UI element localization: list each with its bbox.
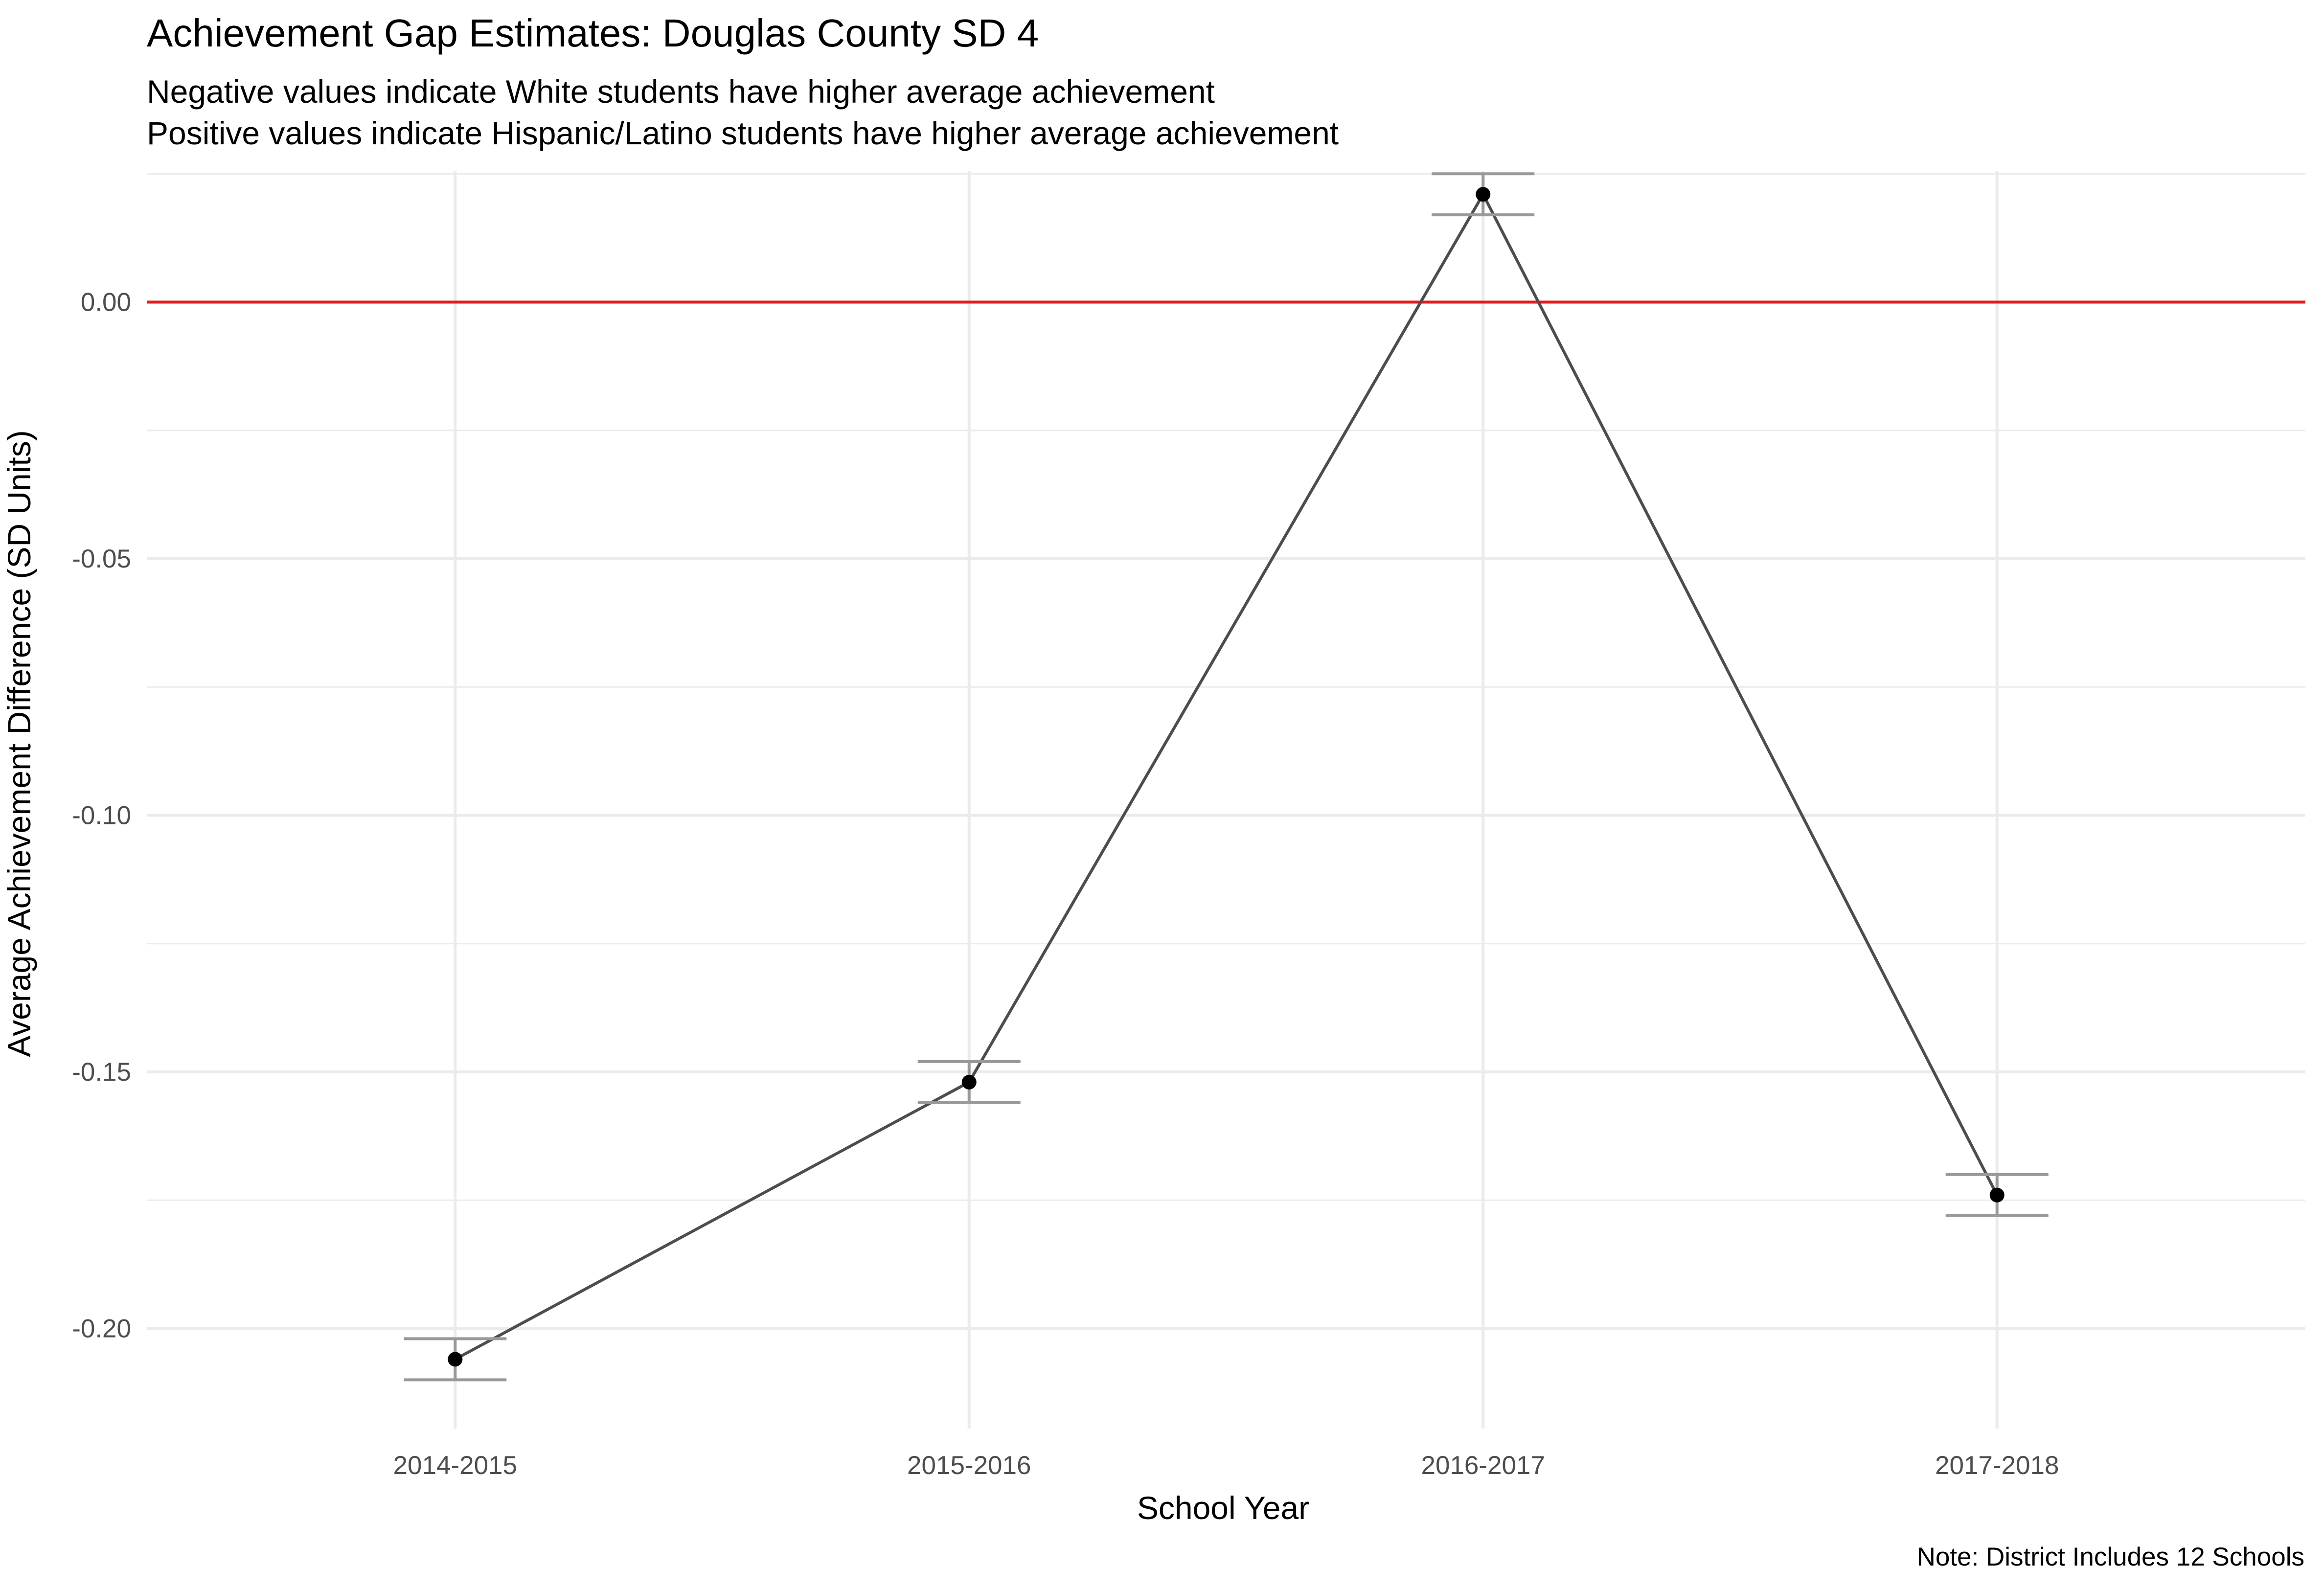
error-bars: [404, 172, 2049, 1382]
data-point: [448, 1352, 463, 1367]
x-tick-label: 2016-2017: [1421, 1451, 1545, 1480]
y-tick-label: -0.05: [72, 545, 131, 573]
y-tick-label: -0.15: [72, 1058, 131, 1087]
y-tick-label: -0.20: [72, 1314, 131, 1343]
series-line-group: [454, 193, 1999, 1361]
x-axis-title: School Year: [1137, 1490, 1309, 1526]
chart-subtitle-line-1: Negative values indicate White students …: [147, 73, 1215, 110]
data-point: [961, 1074, 977, 1090]
data-points: [448, 187, 2005, 1367]
x-tick-label: 2015-2016: [907, 1451, 1031, 1480]
chart-caption: Note: District Includes 12 Schools: [1917, 1543, 2304, 1571]
grid-major: [147, 171, 2305, 1429]
chart-subtitle-line-2: Positive values indicate Hispanic/Latino…: [147, 115, 1339, 151]
chart-title: Achievement Gap Estimates: Douglas Count…: [147, 11, 1039, 55]
x-tick-label: 2017-2018: [1935, 1451, 2059, 1480]
x-tick-label: 2014-2015: [393, 1451, 517, 1480]
series-line: [454, 193, 1999, 1361]
x-tick-labels: 2014-2015 2015-2016 2016-2017 2017-2018: [393, 1451, 2059, 1480]
y-tick-label: 0.00: [81, 288, 131, 317]
y-axis-title: Average Achievement Difference (SD Units…: [1, 430, 37, 1057]
data-point: [1989, 1187, 2005, 1203]
data-point: [1476, 187, 1491, 202]
y-tick-labels: 0.00 -0.05 -0.10 -0.15 -0.20: [72, 288, 131, 1343]
grid-minor: [147, 173, 2305, 1201]
y-tick-label: -0.10: [72, 801, 131, 830]
